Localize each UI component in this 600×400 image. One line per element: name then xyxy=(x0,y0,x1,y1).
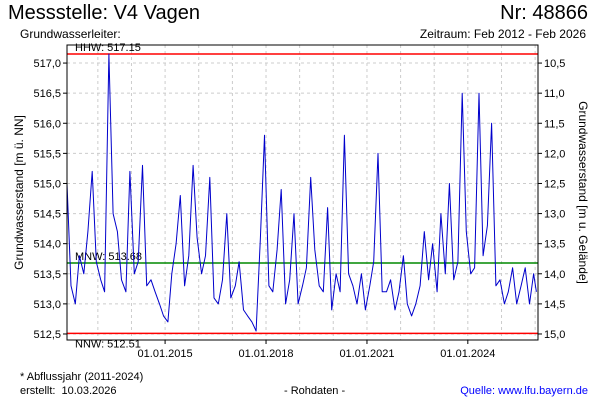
aquifer-label: Grundwasserleiter: xyxy=(20,27,121,41)
station-title: Messstelle: V4 Vagen xyxy=(8,2,200,24)
plot-frame xyxy=(66,44,539,341)
y-tick-label-right: 12,0 xyxy=(544,148,565,160)
tick-labels: 517,0 10,5 516,5 11,0 516,0 11,5 515,5 12,0 515,… xyxy=(33,58,565,360)
created-date: 10.03.2026 xyxy=(61,385,117,397)
series-line xyxy=(66,53,537,332)
y-tick-label-left: 513,5 xyxy=(33,269,61,281)
y-tick-label-left: 514,5 xyxy=(33,209,61,221)
y-tick-label-left: 513,0 xyxy=(33,299,61,311)
y-tick-label-right: 11,5 xyxy=(544,118,565,130)
y-tick-label-left: 516,0 xyxy=(33,118,61,130)
reference-label: HHW: 517.15 xyxy=(75,42,141,54)
x-tick-label: 01.01.2021 xyxy=(339,348,394,360)
x-tick-label: 01.01.2018 xyxy=(238,348,293,360)
x-tick-label: 01.01.2015 xyxy=(138,348,193,360)
y-tick-label-right: 12,5 xyxy=(544,178,565,190)
y-tick-label-left: 517,0 xyxy=(33,58,61,70)
y-tick-label-left: 512,5 xyxy=(33,329,61,341)
source-link[interactable]: Quelle: www.lfu.bayern.de xyxy=(460,385,588,397)
reference-label: MNW: 513.68 xyxy=(75,251,142,263)
y-tick-label-right: 15,0 xyxy=(544,329,565,341)
period-label: Zeitraum: Feb 2012 - Feb 2026 xyxy=(419,27,586,41)
footnote: * Abflussjahr (2011-2024) xyxy=(20,371,144,383)
y-tick-label-left: 515,5 xyxy=(33,148,61,160)
x-tick-label: 01.01.2024 xyxy=(440,348,495,360)
y-axis-title-right: Grundwasserstand [m u. Gelände] xyxy=(576,101,590,284)
reference-label: NNW: 512.51 xyxy=(75,338,141,350)
y-tick-label-right: 10,5 xyxy=(544,58,565,70)
y-tick-label-left: 516,5 xyxy=(33,88,61,100)
series-layer xyxy=(66,53,537,332)
y-tick-label-left: 515,0 xyxy=(33,178,61,190)
y-tick-label-left: 514,0 xyxy=(33,239,61,251)
created-label: erstellt: xyxy=(20,385,56,397)
y-tick-label-right: 11,0 xyxy=(544,88,565,100)
station-number: Nr: 48866 xyxy=(500,2,588,24)
y-tick-label-right: 14,0 xyxy=(544,269,565,281)
y-axis-title-left: Grundwasserstand [m ü. NN] xyxy=(12,115,26,270)
y-tick-label-right: 14,5 xyxy=(544,299,565,311)
y-tick-label-right: 13,0 xyxy=(544,209,565,221)
raw-data-label: - Rohdaten - xyxy=(284,385,346,397)
y-tick-label-right: 13,5 xyxy=(544,239,565,251)
grid xyxy=(67,45,538,340)
created-info: erstellt: 10.03.2026 xyxy=(20,385,117,397)
